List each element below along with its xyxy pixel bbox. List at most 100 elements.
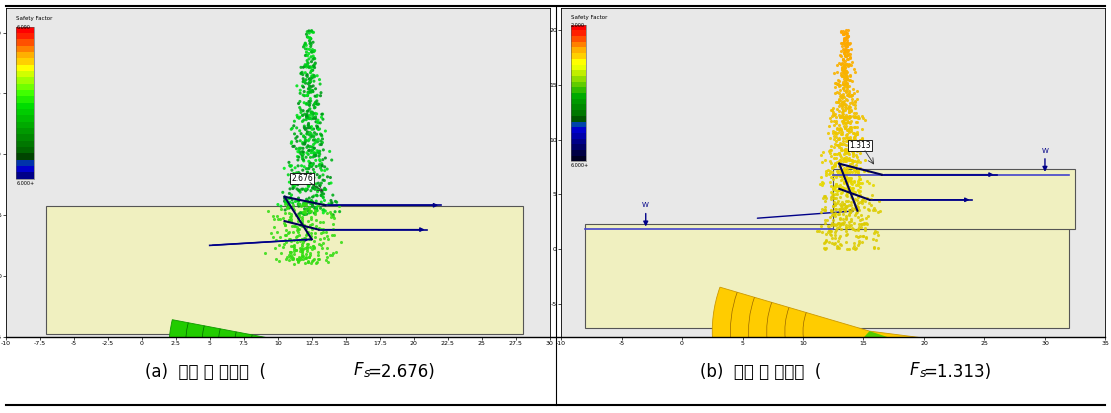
Point	[308, 100, 326, 107]
Point	[291, 222, 309, 229]
Point	[304, 39, 322, 45]
Point	[835, 116, 853, 122]
Point	[845, 134, 863, 140]
Point	[316, 167, 333, 174]
Point	[296, 171, 313, 178]
Point	[312, 167, 330, 173]
Point	[824, 203, 842, 209]
Point	[308, 147, 326, 154]
Point	[838, 176, 855, 182]
Point	[314, 206, 332, 213]
Point	[851, 175, 869, 182]
Point	[833, 205, 851, 212]
Point	[300, 166, 318, 172]
Point	[834, 28, 852, 34]
Point	[840, 198, 858, 205]
Point	[838, 225, 855, 231]
Point	[297, 76, 314, 83]
Point	[825, 143, 843, 150]
Point	[849, 234, 867, 240]
Point	[301, 79, 319, 85]
Point	[834, 167, 852, 173]
Text: $s$: $s$	[919, 367, 927, 380]
Point	[825, 140, 843, 147]
Point	[316, 185, 333, 192]
Point	[296, 42, 313, 49]
Point	[302, 170, 320, 177]
Point	[302, 97, 320, 104]
Point	[834, 74, 852, 80]
Point	[833, 31, 851, 37]
Point	[296, 260, 313, 267]
Point	[853, 239, 871, 245]
Point	[290, 147, 308, 153]
Point	[834, 167, 852, 174]
Point	[283, 173, 301, 180]
Point	[303, 173, 321, 180]
Point	[314, 209, 332, 216]
Point	[828, 171, 845, 178]
Bar	[571, 93, 587, 99]
Point	[298, 114, 316, 121]
Point	[847, 205, 864, 211]
Point	[822, 228, 840, 234]
Point	[280, 236, 298, 243]
Point	[837, 150, 854, 157]
Point	[834, 63, 852, 70]
Point	[848, 131, 865, 138]
Point	[322, 200, 340, 206]
Point	[842, 135, 860, 142]
Point	[840, 47, 858, 53]
Point	[842, 107, 860, 114]
Point	[301, 76, 319, 83]
Point	[839, 40, 857, 46]
Point	[842, 194, 860, 200]
Point	[842, 123, 860, 130]
Point	[293, 173, 311, 180]
Point	[817, 220, 834, 226]
Point	[267, 256, 284, 263]
Point	[280, 256, 298, 263]
Point	[857, 214, 874, 221]
Point	[293, 220, 311, 226]
Point	[308, 205, 326, 212]
Point	[843, 92, 861, 98]
Point	[306, 129, 323, 136]
Point	[817, 195, 834, 201]
Point	[837, 114, 854, 120]
Point	[833, 107, 851, 113]
Point	[837, 157, 854, 164]
Point	[827, 133, 844, 140]
Point	[834, 49, 852, 56]
Point	[838, 80, 855, 86]
Point	[278, 204, 296, 211]
Point	[840, 201, 858, 208]
Point	[286, 131, 303, 137]
Point	[834, 173, 852, 180]
Point	[313, 190, 331, 197]
Point	[300, 131, 318, 138]
Point	[296, 124, 313, 131]
Point	[832, 141, 850, 147]
Point	[294, 78, 312, 85]
Point	[306, 174, 323, 181]
Point	[830, 223, 848, 230]
Point	[830, 150, 848, 156]
Point	[294, 200, 312, 206]
Point	[849, 112, 867, 119]
Point	[841, 99, 859, 106]
Point	[268, 212, 286, 219]
Point	[824, 112, 842, 119]
Point	[308, 217, 326, 223]
Point	[833, 220, 851, 227]
Point	[841, 157, 859, 164]
Point	[302, 28, 320, 35]
Point	[831, 216, 849, 222]
Point	[302, 41, 320, 48]
Point	[838, 169, 855, 175]
Point	[317, 208, 334, 214]
Point	[817, 238, 834, 245]
Wedge shape	[831, 331, 925, 385]
Point	[842, 209, 860, 215]
Point	[301, 69, 319, 76]
